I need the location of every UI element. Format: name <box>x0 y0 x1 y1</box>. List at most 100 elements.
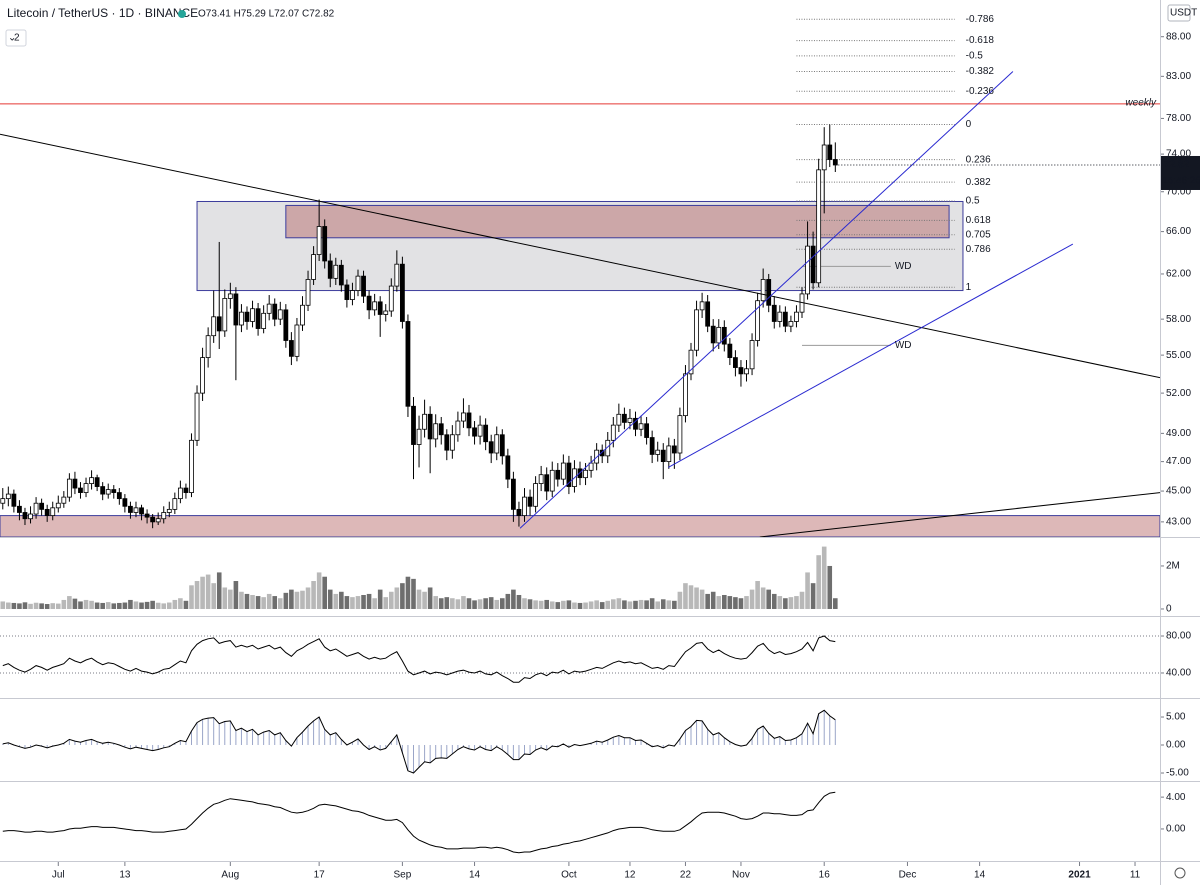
candle-body <box>28 513 33 520</box>
y-tick-label: 52.00 <box>1166 388 1191 399</box>
x-tick-label: Sep <box>393 870 411 881</box>
volume-bar <box>733 597 738 609</box>
volume-bar <box>638 599 644 609</box>
y-tick-label: 55.00 <box>1166 350 1191 361</box>
candle-body <box>527 496 533 507</box>
y-tick-label: 74.00 <box>1166 149 1191 160</box>
candle-body <box>438 423 444 436</box>
volume-bar <box>450 598 455 609</box>
candle-body <box>266 303 272 314</box>
settings-icon[interactable] <box>1174 867 1186 879</box>
candle-body <box>588 462 594 471</box>
volume-bar <box>821 546 827 609</box>
y-tick-label: 40.00 <box>1166 668 1191 679</box>
volume-bar <box>350 597 355 609</box>
volume-bar <box>672 600 677 609</box>
candle-body <box>338 264 344 286</box>
candle-body <box>22 512 28 520</box>
candle-body <box>633 417 638 430</box>
candle-body <box>227 293 233 299</box>
fib-label: 0.236 <box>966 154 991 165</box>
candle-body <box>144 513 150 518</box>
volume-bar <box>22 602 28 609</box>
fib-label: 0.786 <box>966 244 991 255</box>
fib-label: -0.5 <box>966 50 984 61</box>
candle-body <box>638 423 644 430</box>
volume-bar <box>660 599 666 609</box>
candle-body <box>760 279 766 302</box>
trendline <box>759 492 1160 537</box>
candle-body <box>488 441 494 454</box>
volume-bar <box>67 596 72 609</box>
volume-bar <box>477 599 483 609</box>
candle-body <box>738 367 744 375</box>
x-tick-label: Dec <box>899 870 917 881</box>
candle-body <box>422 413 427 430</box>
volume-bar <box>94 602 100 609</box>
candle-body <box>194 392 200 441</box>
volume-bar <box>738 598 744 609</box>
candle-body <box>333 264 339 279</box>
volume-bar <box>744 596 749 609</box>
candle-body <box>55 502 61 509</box>
volume-bar <box>677 591 683 609</box>
candle-body <box>477 424 483 437</box>
volume-bar <box>89 600 94 609</box>
volume-bar <box>339 591 344 609</box>
volume-bar <box>655 601 661 609</box>
volume-bar <box>83 599 89 609</box>
y-tick-label: 47.00 <box>1166 456 1191 467</box>
candle-body <box>816 169 822 284</box>
candle-body <box>771 304 777 322</box>
candle-body <box>61 496 67 504</box>
volume-bar <box>833 598 838 609</box>
candle-body <box>17 505 22 513</box>
indicator-line <box>2 709 836 774</box>
y-tick-label: -5.00 <box>1166 768 1189 779</box>
volume-bar <box>594 600 599 609</box>
candle-body <box>177 487 183 500</box>
volume-bar <box>516 594 522 609</box>
candle-body <box>555 469 561 480</box>
x-tick-label: 14 <box>469 870 481 881</box>
candle-body <box>744 368 749 375</box>
chevron: ⌄ <box>8 33 16 44</box>
volume-bar <box>749 589 755 609</box>
volume-bar <box>683 583 688 609</box>
y-tick-label: 78.00 <box>1166 113 1191 124</box>
candle-body <box>538 474 544 484</box>
volume-bar <box>366 593 372 609</box>
candle-body <box>294 324 300 357</box>
volume-bar <box>289 589 294 609</box>
candle-body <box>327 260 333 279</box>
wd-label: WD <box>895 340 912 351</box>
candle-body <box>350 290 355 300</box>
candle-body <box>810 245 816 284</box>
candle-body <box>161 512 167 520</box>
header-bg <box>0 2 480 24</box>
pane <box>2 709 836 774</box>
candle-body <box>727 343 733 358</box>
candle-body <box>233 293 239 326</box>
y-tick-label: 70.00 <box>1166 186 1191 197</box>
fib-label: 0.5 <box>966 196 980 207</box>
candle-body <box>533 483 538 507</box>
candle-body <box>461 412 466 422</box>
candle-body <box>272 303 278 320</box>
indicator-toggle[interactable] <box>5 29 27 47</box>
volume-bar <box>755 581 760 609</box>
volume-bar <box>455 599 461 609</box>
volume-bar <box>522 598 527 609</box>
volume-bar <box>561 600 566 609</box>
candle-body <box>216 316 222 332</box>
volume-bar <box>72 598 78 609</box>
volume-bar <box>716 596 722 609</box>
volume-bar <box>611 599 616 609</box>
x-tick-label: 12 <box>624 870 636 881</box>
y-tick-label: 62.00 <box>1166 269 1191 280</box>
pane <box>0 635 1160 683</box>
candle-body <box>111 489 117 493</box>
candle-body <box>189 439 194 493</box>
y-tick-label: 49.00 <box>1166 428 1191 439</box>
candle-body <box>139 507 144 515</box>
